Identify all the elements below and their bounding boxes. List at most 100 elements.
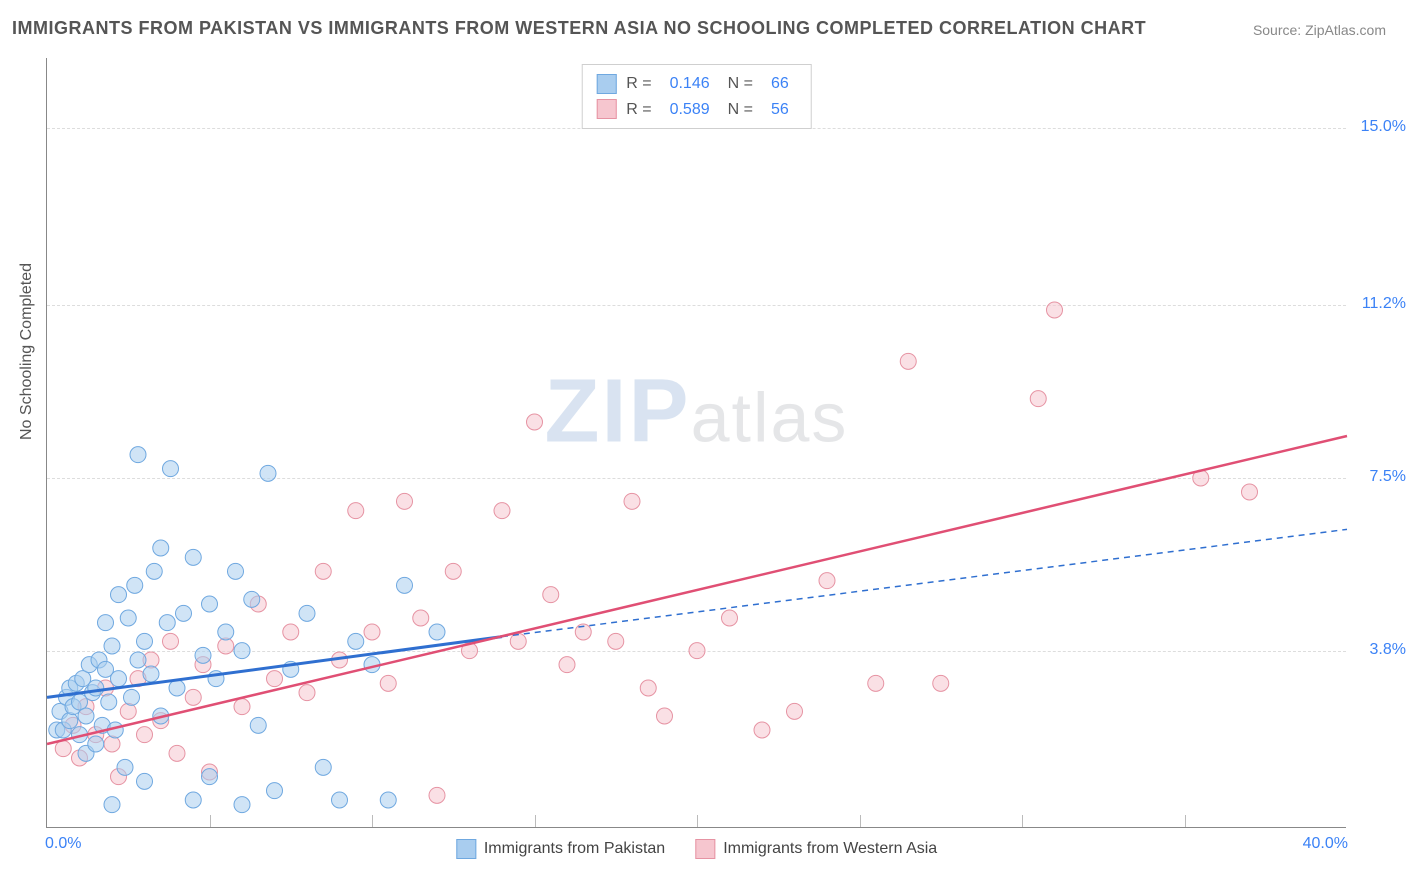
data-point: [234, 643, 250, 659]
data-point: [234, 699, 250, 715]
r-label: R =: [626, 71, 651, 97]
data-point: [754, 722, 770, 738]
data-point: [397, 493, 413, 509]
data-point: [510, 633, 526, 649]
data-point: [933, 675, 949, 691]
data-point: [185, 549, 201, 565]
data-point: [130, 652, 146, 668]
swatch-western-asia-bottom: [695, 839, 715, 859]
data-point: [332, 792, 348, 808]
data-point: [244, 591, 260, 607]
data-point: [1047, 302, 1063, 318]
data-point: [146, 563, 162, 579]
data-point: [159, 615, 175, 631]
data-point: [868, 675, 884, 691]
plot-svg: [47, 58, 1346, 827]
data-point: [169, 745, 185, 761]
legend-item-western-asia: Immigrants from Western Asia: [695, 839, 937, 859]
data-point: [88, 736, 104, 752]
data-point: [348, 503, 364, 519]
y-axis-label: No Schooling Completed: [18, 263, 36, 440]
y-tick-label: 3.8%: [1351, 641, 1406, 659]
swatch-western-asia: [596, 99, 616, 119]
n-label: N =: [728, 97, 753, 123]
data-point: [124, 689, 140, 705]
chart-title: IMMIGRANTS FROM PAKISTAN VS IMMIGRANTS F…: [12, 18, 1146, 39]
x-tick-min: 0.0%: [45, 835, 81, 853]
data-point: [527, 414, 543, 430]
data-point: [364, 624, 380, 640]
data-point: [299, 685, 315, 701]
data-point: [689, 643, 705, 659]
data-point: [185, 792, 201, 808]
data-point: [624, 493, 640, 509]
data-point: [228, 563, 244, 579]
data-point: [98, 615, 114, 631]
source-label: Source: ZipAtlas.com: [1253, 22, 1386, 38]
plot-area: 3.8%7.5%11.2%15.0% ZIPatlas R = 0.146 N …: [46, 58, 1346, 828]
r-value-western-asia: 0.589: [670, 97, 710, 123]
data-point: [143, 666, 159, 682]
trend-line: [47, 436, 1347, 744]
data-point: [413, 610, 429, 626]
data-point: [657, 708, 673, 724]
data-point: [429, 787, 445, 803]
data-point: [299, 605, 315, 621]
data-point: [315, 563, 331, 579]
y-tick-label: 7.5%: [1351, 468, 1406, 486]
data-point: [608, 633, 624, 649]
data-point: [1242, 484, 1258, 500]
series-label-pakistan: Immigrants from Pakistan: [484, 840, 665, 858]
data-point: [55, 741, 71, 757]
trend-line: [502, 529, 1347, 636]
data-point: [445, 563, 461, 579]
data-point: [722, 610, 738, 626]
legend-correlation: R = 0.146 N = 66 R = 0.589 N = 56: [581, 64, 812, 129]
legend-row-western-asia: R = 0.589 N = 56: [596, 97, 797, 123]
data-point: [169, 680, 185, 696]
data-point: [185, 689, 201, 705]
data-point: [218, 624, 234, 640]
data-point: [137, 633, 153, 649]
data-point: [163, 633, 179, 649]
data-point: [120, 610, 136, 626]
data-point: [202, 769, 218, 785]
data-point: [88, 680, 104, 696]
data-point: [137, 773, 153, 789]
data-point: [62, 713, 78, 729]
legend-row-pakistan: R = 0.146 N = 66: [596, 71, 797, 97]
data-point: [260, 465, 276, 481]
data-point: [559, 657, 575, 673]
data-point: [127, 577, 143, 593]
data-point: [137, 727, 153, 743]
data-point: [111, 671, 127, 687]
n-value-western-asia: 56: [771, 97, 789, 123]
data-point: [397, 577, 413, 593]
legend-series: Immigrants from Pakistan Immigrants from…: [456, 839, 937, 859]
data-point: [267, 783, 283, 799]
data-point: [104, 638, 120, 654]
series-label-western-asia: Immigrants from Western Asia: [723, 840, 937, 858]
y-tick-label: 11.2%: [1351, 295, 1406, 313]
data-point: [900, 353, 916, 369]
n-value-pakistan: 66: [771, 71, 789, 97]
data-point: [250, 717, 266, 733]
data-point: [543, 587, 559, 603]
data-point: [787, 703, 803, 719]
x-tick-max: 40.0%: [1303, 835, 1348, 853]
data-point: [315, 759, 331, 775]
data-point: [101, 694, 117, 710]
data-point: [78, 708, 94, 724]
data-point: [195, 647, 211, 663]
data-point: [163, 461, 179, 477]
swatch-pakistan: [596, 74, 616, 94]
data-point: [104, 797, 120, 813]
y-tick-label: 15.0%: [1351, 118, 1406, 136]
data-point: [348, 633, 364, 649]
data-point: [267, 671, 283, 687]
r-label: R =: [626, 97, 651, 123]
data-point: [202, 596, 218, 612]
data-point: [640, 680, 656, 696]
data-point: [153, 540, 169, 556]
legend-item-pakistan: Immigrants from Pakistan: [456, 839, 665, 859]
